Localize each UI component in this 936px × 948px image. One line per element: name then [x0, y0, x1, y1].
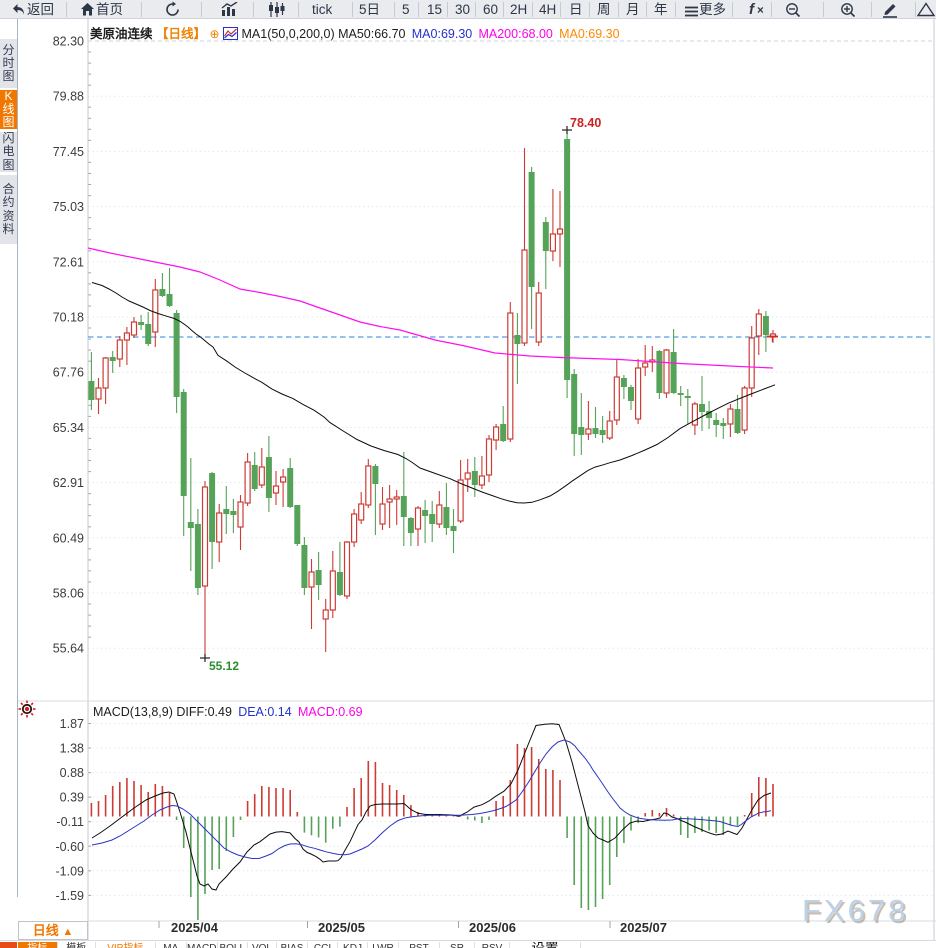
svg-text:62.91: 62.91	[53, 476, 84, 490]
svg-text:58.06: 58.06	[53, 587, 84, 601]
svg-text:2025/04: 2025/04	[171, 920, 219, 935]
svg-text:72.61: 72.61	[53, 255, 84, 269]
svg-text:65.34: 65.34	[53, 421, 84, 435]
svg-text:70.18: 70.18	[53, 311, 84, 325]
svg-text:2025/07: 2025/07	[620, 920, 667, 935]
svg-text:82.30: 82.30	[53, 35, 84, 49]
svg-text:1.38: 1.38	[60, 742, 84, 756]
svg-text:-1.59: -1.59	[56, 889, 85, 903]
svg-text:-0.60: -0.60	[56, 840, 85, 854]
svg-text:55.12: 55.12	[209, 659, 239, 673]
svg-text:79.88: 79.88	[53, 90, 84, 104]
svg-text:0.39: 0.39	[60, 791, 84, 805]
svg-text:0.88: 0.88	[60, 766, 84, 780]
svg-text:2025/05: 2025/05	[318, 920, 365, 935]
svg-text:60.49: 60.49	[53, 531, 84, 545]
svg-text:78.40: 78.40	[570, 116, 601, 130]
svg-text:75.03: 75.03	[53, 200, 84, 214]
svg-text:-0.11: -0.11	[56, 815, 84, 829]
svg-text:1.87: 1.87	[60, 717, 84, 731]
svg-text:77.45: 77.45	[53, 145, 84, 159]
svg-text:55.64: 55.64	[53, 642, 84, 656]
svg-text:-1.09: -1.09	[56, 864, 85, 878]
svg-text:67.76: 67.76	[53, 366, 84, 380]
svg-text:2025/06: 2025/06	[469, 920, 516, 935]
